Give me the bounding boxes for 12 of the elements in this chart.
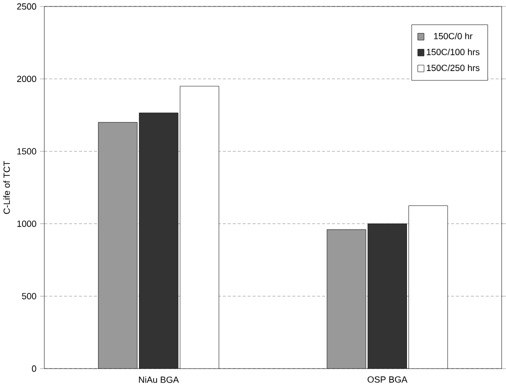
y-axis-title: C-Life of TCT [3, 160, 10, 214]
y-tick-label: 0 [32, 365, 36, 372]
legend-label: 150C/250 hrs [426, 64, 480, 71]
y-tick-label: 1000 [17, 220, 36, 227]
x-tick-label: NiAu BGA [139, 376, 179, 383]
x-tick-label: OSP BGA [368, 376, 408, 383]
legend-label: 150C/0 hr [434, 32, 472, 40]
legend-label: 150C/100 hrs [426, 48, 480, 56]
y-tick-label: 2500 [17, 3, 36, 10]
y-tick-label: 500 [22, 292, 36, 300]
y-tick-label: 1500 [17, 148, 36, 154]
y-tick-label: 2000 [17, 76, 36, 82]
